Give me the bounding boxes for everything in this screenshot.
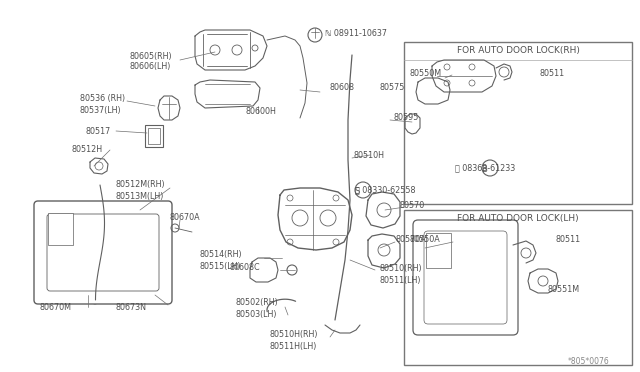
Text: 80670M: 80670M (40, 304, 72, 312)
Text: 80536 (RH): 80536 (RH) (80, 93, 125, 103)
Text: 80670A: 80670A (170, 214, 200, 222)
Bar (145, 125, 163, 147)
Text: 80550A: 80550A (410, 235, 441, 244)
Text: 80503(LH): 80503(LH) (235, 311, 276, 320)
Text: FOR AUTO DOOR LOCK(RH): FOR AUTO DOOR LOCK(RH) (456, 46, 579, 55)
Text: S: S (355, 186, 360, 196)
Text: Ⓢ 08330-62558: Ⓢ 08330-62558 (355, 186, 415, 195)
Text: FOR AUTO DOOR LOCK(LH): FOR AUTO DOOR LOCK(LH) (457, 215, 579, 224)
Text: 80600H: 80600H (245, 108, 276, 116)
Text: 80537(LH): 80537(LH) (80, 106, 122, 115)
Text: 80595: 80595 (393, 113, 419, 122)
Text: 80511: 80511 (540, 68, 565, 77)
Bar (48, 213, 73, 245)
Text: 80606(LH): 80606(LH) (130, 62, 172, 71)
Text: 80673N: 80673N (115, 304, 146, 312)
Text: 80605(RH): 80605(RH) (130, 51, 173, 61)
Text: 80511H(LH): 80511H(LH) (270, 343, 317, 352)
Text: ℕ 08911-10637: ℕ 08911-10637 (325, 29, 387, 38)
FancyBboxPatch shape (424, 231, 507, 324)
Bar (148, 128, 160, 144)
Text: 80511(LH): 80511(LH) (380, 276, 422, 285)
Text: 80514(RH): 80514(RH) (200, 250, 243, 260)
Bar (404, 42, 632, 204)
Text: 80510(RH): 80510(RH) (380, 263, 422, 273)
FancyBboxPatch shape (34, 201, 172, 304)
Text: 80608: 80608 (330, 83, 355, 93)
Text: 80575: 80575 (380, 83, 405, 93)
Text: 80512H: 80512H (72, 145, 103, 154)
Text: Ⓑ 08363-61233: Ⓑ 08363-61233 (455, 164, 515, 173)
Text: B: B (481, 164, 487, 173)
Text: 80517: 80517 (86, 128, 111, 137)
FancyBboxPatch shape (47, 214, 159, 291)
Bar (426, 233, 451, 268)
Text: 80510H(RH): 80510H(RH) (270, 330, 319, 340)
Text: 80510H: 80510H (353, 151, 384, 160)
Text: 80511: 80511 (555, 235, 580, 244)
FancyBboxPatch shape (413, 220, 518, 335)
Text: 80608C: 80608C (230, 263, 260, 273)
Text: 80512M(RH): 80512M(RH) (115, 180, 164, 189)
Text: 80502(RH): 80502(RH) (235, 298, 278, 308)
Bar (404, 210, 632, 365)
Text: 80550M: 80550M (410, 68, 442, 77)
Text: 80570: 80570 (400, 201, 425, 209)
Text: 80515(LH): 80515(LH) (200, 263, 242, 272)
Text: *805*0076: *805*0076 (568, 357, 610, 366)
Text: 80570A: 80570A (395, 235, 426, 244)
Text: 80551M: 80551M (548, 285, 580, 295)
Text: 80513M(LH): 80513M(LH) (115, 192, 163, 201)
